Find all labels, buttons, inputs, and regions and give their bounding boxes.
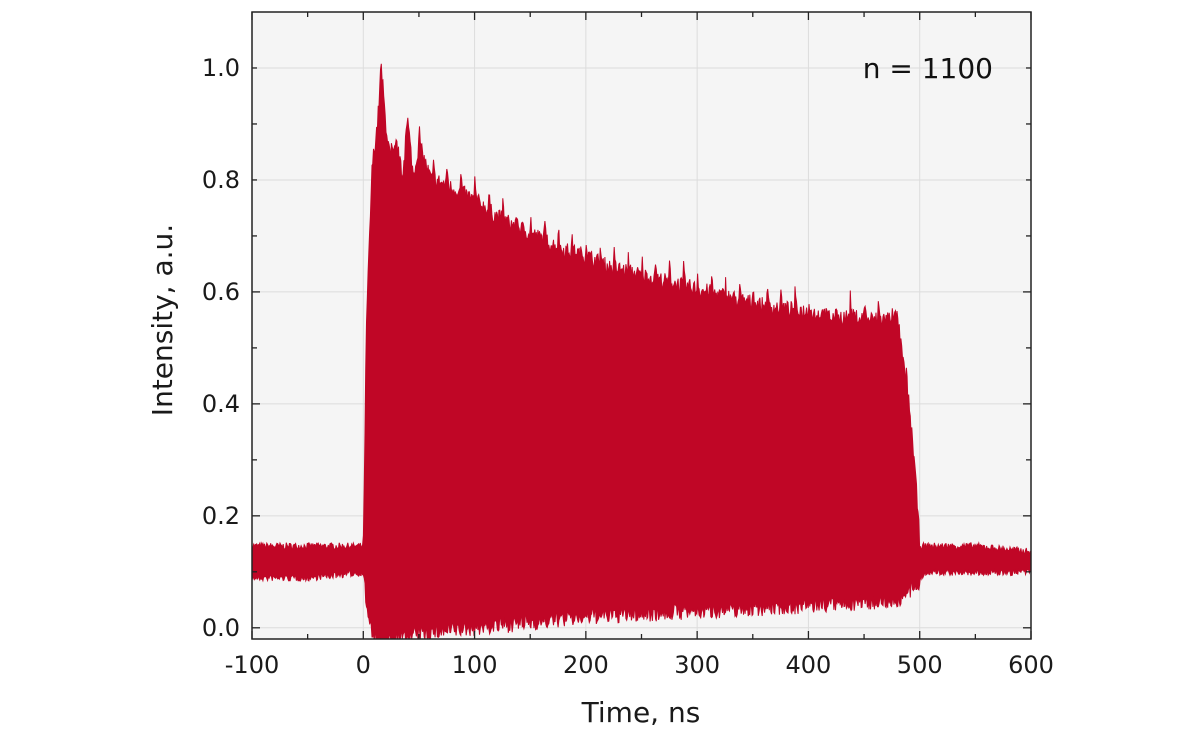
x-tick-label: -100: [225, 651, 279, 679]
y-tick-label: 0.0: [202, 614, 240, 642]
n-annotation: n = 1100: [863, 52, 993, 85]
y-tick-label: 0.4: [202, 390, 240, 418]
y-tick-label: 0.6: [202, 278, 240, 306]
x-tick-label: 0: [356, 651, 371, 679]
intensity-series: [252, 63, 1031, 639]
ticks: [251, 12, 1032, 639]
x-tick-label: 100: [452, 651, 498, 679]
x-tick-label: 600: [1008, 651, 1054, 679]
y-tick-label: 0.8: [202, 166, 240, 194]
x-tick-label: 200: [563, 651, 609, 679]
x-tick-label: 500: [897, 651, 943, 679]
y-tick-label: 1.0: [202, 54, 240, 82]
x-tick-label: 400: [786, 651, 832, 679]
y-tick-labels: 0.0 0.2 0.4 0.6 0.8 1.0: [202, 54, 240, 642]
x-tick-labels: -100 0 100 200 300 400 500 600: [225, 651, 1054, 679]
x-tick-label: 300: [674, 651, 720, 679]
x-axis-title: Time, ns: [581, 696, 701, 729]
y-tick-label: 0.2: [202, 502, 240, 530]
series-layer: [252, 63, 1031, 639]
y-axis-title: Intensity, a.u.: [146, 224, 179, 416]
